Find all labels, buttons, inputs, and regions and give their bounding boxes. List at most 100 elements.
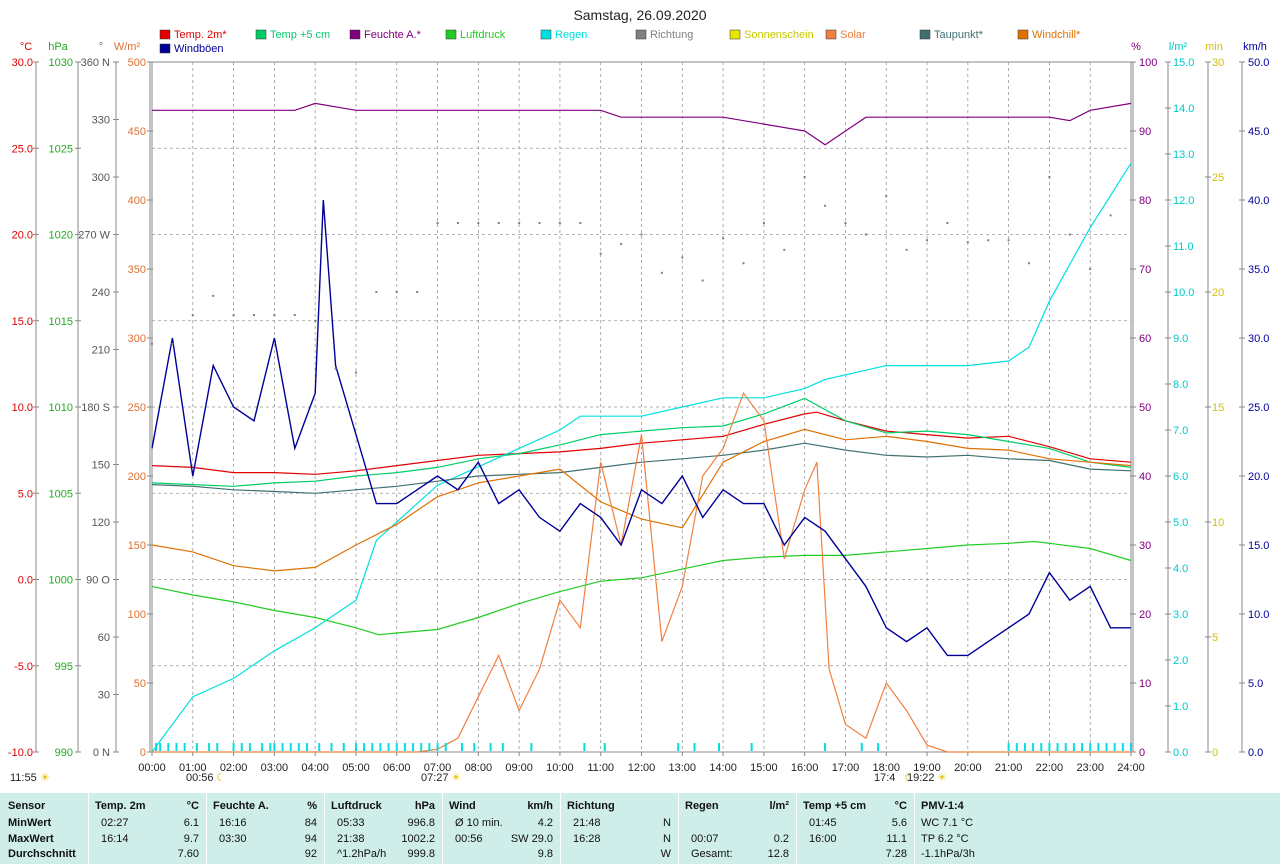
stats-cell-time: Gesamt:	[691, 848, 733, 860]
rain-tick	[216, 743, 219, 751]
direction-point	[701, 279, 704, 282]
series-line	[152, 102, 1132, 146]
temp-axis-tick-label: 10.0	[12, 402, 33, 414]
wind-axis-tick-label: 30.0	[1248, 333, 1269, 345]
axis-unit-solar: W/m²	[114, 41, 141, 53]
rain-tick	[501, 743, 504, 751]
rain-tick	[363, 743, 366, 751]
direction-axis-tick-label: 330	[92, 115, 110, 127]
direction-axis-tick-label: 360 N	[81, 57, 110, 69]
stats-header: Regen	[685, 800, 719, 812]
direction-point	[1109, 214, 1112, 217]
stats-cell-value: 84	[304, 817, 317, 829]
direction-axis-tick-label: 30	[98, 690, 110, 702]
rain-tick	[159, 743, 162, 751]
series-line	[151, 199, 1131, 657]
direction-point	[293, 314, 296, 316]
stats-cell-time: 16:16	[219, 817, 247, 829]
direction-axis-tick-label: 90 O	[86, 575, 110, 587]
direction-point	[803, 176, 806, 178]
rain-tick	[824, 743, 827, 751]
sunshine-axis-tick-label: 30	[1212, 57, 1224, 69]
rain-tick	[877, 743, 880, 751]
rain-tick	[1121, 743, 1124, 751]
x-tick-label: 17:00	[832, 762, 860, 774]
temp-axis-tick-label: 30.0	[12, 57, 33, 69]
x-tick-label: 13:00	[669, 762, 697, 774]
direction-point	[151, 342, 153, 345]
pressure-axis-tick-label: 995	[55, 661, 73, 673]
temp-axis-tick-label: 0.0	[18, 575, 33, 587]
weather-chart: Samstag, 26.09.2020 Temp. 2m* Temp +5 cm F…	[8, 7, 1270, 784]
stats-header: Temp +5 cm	[803, 800, 867, 812]
axis-unit-rain: l/m²	[1169, 41, 1188, 53]
x-tick-label: 21:00	[995, 762, 1023, 774]
rain-axis-tick-label: 13.0	[1173, 149, 1194, 161]
stats-cell-value: 6.1	[183, 817, 199, 829]
x-tick-label: 04:00	[301, 762, 329, 774]
direction-point	[252, 314, 255, 316]
x-tick-label: 01:00	[179, 762, 207, 774]
rain-tick	[1064, 743, 1067, 751]
stats-cell-value: SW 29.0	[510, 833, 553, 845]
rain-tick	[261, 743, 264, 751]
rain-tick	[330, 743, 333, 751]
direction-point	[1068, 233, 1071, 236]
rain-tick	[318, 743, 321, 751]
rain-tick	[240, 743, 243, 751]
series-line	[152, 391, 1131, 753]
stats-cell-time: 02:27	[101, 817, 129, 829]
axes: 30.025.020.015.010.05.00.0-5.0-10.010301…	[8, 57, 1270, 774]
stats-cell-value: 12.8	[767, 848, 789, 860]
stats-cell-time: 16:00	[809, 833, 837, 845]
legend-label: Richtung	[650, 29, 693, 41]
x-tick-label: 16:00	[791, 762, 819, 774]
stats-header: Temp. 2m	[95, 800, 146, 812]
stats-cell-value: 0.2	[773, 833, 789, 845]
wind-axis-tick-label: 5.0	[1248, 678, 1263, 690]
humidity-axis-tick-label: 60	[1139, 333, 1151, 345]
x-tick-label: 24:00	[1117, 762, 1145, 774]
wind-axis-tick-label: 50.0	[1248, 57, 1269, 69]
stats-header: Luftdruck	[331, 800, 382, 812]
solar-axis-tick-label: 200	[128, 471, 146, 483]
direction-point	[864, 233, 867, 236]
pressure-axis-tick-label: 1030	[49, 57, 73, 69]
stats-cell-value: 999.8	[407, 848, 435, 860]
humidity-axis-tick-label: 0	[1139, 747, 1145, 759]
x-tick-label: 19:00	[913, 762, 941, 774]
rain-tick	[175, 743, 178, 751]
direction-axis-tick-label: 0 N	[93, 747, 110, 759]
rain-axis-tick-label: 8.0	[1173, 379, 1188, 391]
wind-axis-tick-label: 45.0	[1248, 126, 1269, 138]
stats-cell-pmv: TP 6.2 °C	[921, 833, 969, 845]
sunshine-axis-tick-label: 20	[1212, 287, 1224, 299]
temp-axis-tick-label: 15.0	[12, 316, 33, 328]
direction-point	[742, 262, 745, 265]
stats-header-unit: °C	[894, 800, 907, 812]
sun-marker-label: 07:27	[421, 772, 449, 784]
direction-point	[1089, 268, 1092, 270]
x-tick-label: 20:00	[954, 762, 982, 774]
rain-axis-tick-label: 7.0	[1173, 425, 1188, 437]
legend-label: Solar	[840, 29, 866, 41]
rain-axis-tick-label: 4.0	[1173, 563, 1188, 575]
series-line	[151, 397, 1132, 487]
humidity-axis-tick-label: 30	[1139, 540, 1151, 552]
stats-header-unit: °C	[186, 800, 199, 812]
rain-axis-tick-label: 11.0	[1173, 241, 1194, 253]
direction-point	[477, 222, 480, 224]
rain-tick	[436, 743, 439, 751]
rain-tick	[269, 743, 272, 751]
rain-axis-tick-label: 3.0	[1173, 609, 1188, 621]
stats-cell-time: Ø 10 min.	[455, 817, 503, 829]
rain-tick	[248, 743, 251, 751]
legend-label: Windchill*	[1032, 29, 1081, 41]
stats-header: Wind	[449, 800, 476, 812]
rain-tick	[428, 743, 431, 751]
stats-cell-value: 4.2	[537, 817, 553, 829]
rain-axis-tick-label: 15.0	[1173, 57, 1194, 69]
x-tick-label: 02:00	[220, 762, 248, 774]
legend-label: Luftdruck	[460, 29, 506, 41]
axis-unit-temp: °C	[20, 41, 32, 53]
